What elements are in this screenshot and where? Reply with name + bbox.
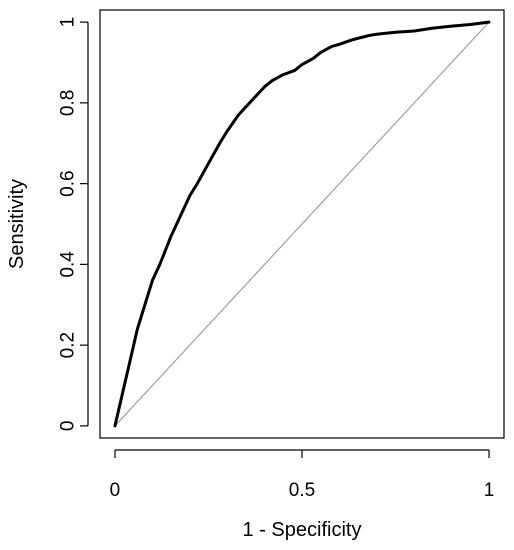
y-tick-label: 0.2: [58, 332, 79, 358]
plot-frame: [99, 9, 505, 439]
reference-diagonal-line: [114, 21, 490, 427]
y-tick-label: 0: [57, 421, 78, 432]
series-layer: [113, 20, 491, 428]
roc-curve-line: [113, 20, 491, 428]
y-tick-label: 0.8: [57, 90, 78, 116]
y-tick-label: 0.4: [57, 251, 78, 278]
x-tick-label: 0: [110, 480, 121, 501]
axes-layer: 0 0.5 1 0 0.2 0.4 0.6 0.8 1: [57, 17, 494, 501]
x-axis-label: 1 - Specificity: [243, 519, 362, 541]
y-tick-label: 1: [58, 17, 79, 28]
y-axis-label: Sensitivity: [6, 179, 28, 269]
y-tick-label: 0.6: [58, 170, 79, 196]
x-tick-label: 0.5: [289, 480, 315, 501]
x-tick-label: 1: [484, 480, 495, 501]
